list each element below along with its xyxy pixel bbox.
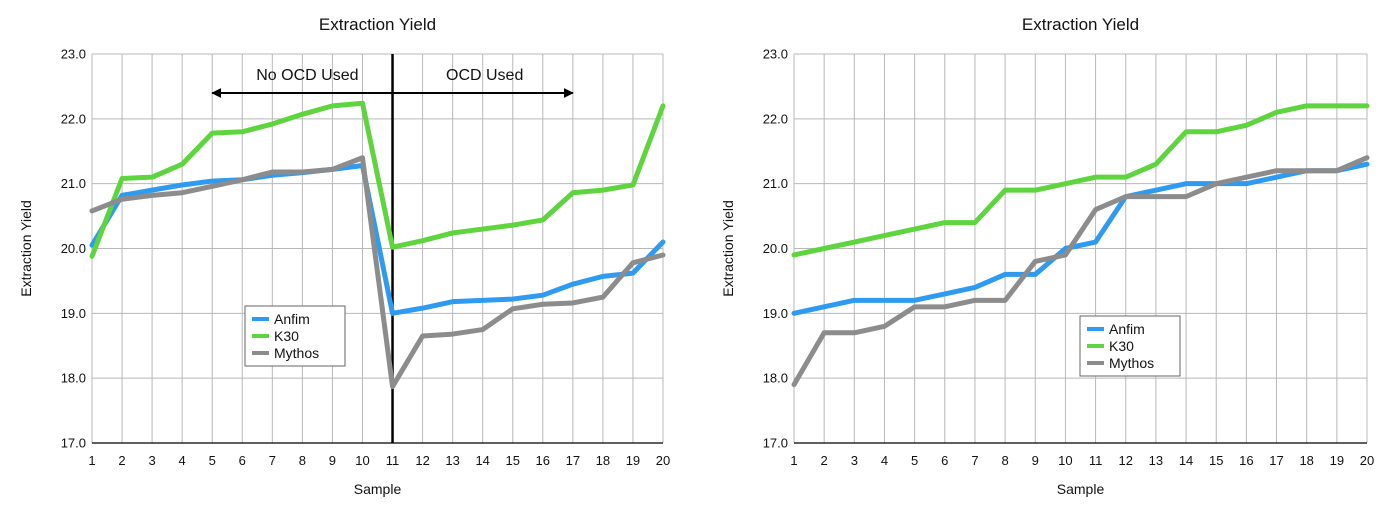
x-tick-label: 12 xyxy=(415,453,429,468)
x-tick-label: 8 xyxy=(1001,453,1008,468)
x-tick-label: 13 xyxy=(445,453,459,468)
x-tick-label: 10 xyxy=(1058,453,1072,468)
x-tick-label: 7 xyxy=(971,453,978,468)
y-tick-label: 18.0 xyxy=(61,371,86,386)
y-tick-label: 18.0 xyxy=(763,371,788,386)
x-tick-label: 4 xyxy=(179,453,186,468)
no-ocd-label: No OCD Used xyxy=(256,67,358,84)
x-tick-label: 14 xyxy=(1179,453,1193,468)
series-line-anfim xyxy=(89,163,666,316)
y-tick-label: 20.0 xyxy=(763,241,788,256)
legend-label: K30 xyxy=(274,328,299,344)
y-axis-label: Extraction Yield xyxy=(18,200,34,297)
x-tick-label: 19 xyxy=(1330,453,1344,468)
x-tick-label: 11 xyxy=(1089,453,1103,468)
y-tick-label: 17.0 xyxy=(763,436,788,451)
x-axis-label: Sample xyxy=(1057,481,1105,497)
x-tick-label: 13 xyxy=(1149,453,1163,468)
chart-title: Extraction Yield xyxy=(319,15,436,34)
x-tick-label: 1 xyxy=(88,453,95,468)
legend-label: K30 xyxy=(1109,338,1134,354)
x-tick-label: 6 xyxy=(239,453,246,468)
series-line-k30 xyxy=(791,103,1370,258)
series-line-mythos xyxy=(791,155,1370,388)
legend-label: Mythos xyxy=(1109,355,1154,371)
x-tick-label: 8 xyxy=(299,453,306,468)
x-tick-label: 3 xyxy=(851,453,858,468)
series-line-mythos xyxy=(89,155,666,390)
y-tick-labels: 17.0 18.0 19.0 20.0 21.0 22.0 23.0 xyxy=(61,47,86,451)
x-tick-label: 5 xyxy=(209,453,216,468)
x-tick-label: 20 xyxy=(656,453,670,468)
y-tick-label: 23.0 xyxy=(61,47,86,62)
x-tick-label: 14 xyxy=(475,453,489,468)
legend-label: Anfim xyxy=(1109,321,1145,337)
x-tick-label: 2 xyxy=(821,453,828,468)
x-tick-label: 20 xyxy=(1360,453,1374,468)
x-tick-label: 7 xyxy=(269,453,276,468)
chart-1: 17.018.019.020.021.022.023.01 2 3 4 5 6 7 8 9 10 1… xyxy=(18,15,670,497)
series-line-k30 xyxy=(89,100,666,259)
chart-2: 17.018.019.020.021.022.023.01 2 3 4 5 6 7 8 9 10 1… xyxy=(720,15,1374,497)
x-tick-label: 11 xyxy=(386,453,400,468)
x-tick-label: 16 xyxy=(1239,453,1253,468)
series-lines xyxy=(89,100,666,390)
y-tick-label: 21.0 xyxy=(61,176,86,191)
y-tick-label: 22.0 xyxy=(61,111,86,126)
x-tick-label: 5 xyxy=(911,453,918,468)
x-tick-label: 3 xyxy=(148,453,155,468)
x-tick-label: 15 xyxy=(1209,453,1223,468)
x-axis-label: Sample xyxy=(354,481,402,497)
x-tick-label: 18 xyxy=(596,453,610,468)
x-tick-label: 12 xyxy=(1119,453,1133,468)
x-tick-label: 2 xyxy=(118,453,125,468)
x-tick-label: 10 xyxy=(355,453,369,468)
ocd-used-label: OCD Used xyxy=(446,67,523,84)
x-tick-label: 17 xyxy=(566,453,580,468)
y-tick-label: 19.0 xyxy=(763,306,788,321)
x-tick-label: 4 xyxy=(881,453,888,468)
series-line-anfim xyxy=(791,161,1370,316)
x-tick-labels: 1 2 3 4 5 6 7 8 9 10 11 12 13 14 15 16 17 18 19 20 xyxy=(790,453,1374,468)
x-tick-label: 9 xyxy=(1032,453,1039,468)
x-tick-label: 1 xyxy=(790,453,797,468)
x-tick-label: 15 xyxy=(506,453,520,468)
y-tick-label: 21.0 xyxy=(763,176,788,191)
legend-label: Mythos xyxy=(274,345,319,361)
x-tick-label: 17 xyxy=(1269,453,1283,468)
x-tick-labels: 1 2 3 4 5 6 7 8 9 10 11 12 13 14 15 16 17 18 19 20 xyxy=(88,453,670,468)
y-tick-labels: 17.0 18.0 19.0 20.0 21.0 22.0 23.0 xyxy=(763,47,788,451)
y-tick-label: 23.0 xyxy=(763,47,788,62)
y-tick-label: 20.0 xyxy=(61,241,86,256)
x-tick-label: 6 xyxy=(941,453,948,468)
x-tick-label: 16 xyxy=(536,453,550,468)
x-tick-label: 18 xyxy=(1299,453,1313,468)
series-lines xyxy=(791,103,1370,388)
y-tick-label: 19.0 xyxy=(61,306,86,321)
y-axis-label: Extraction Yield xyxy=(720,200,736,297)
chart-title: Extraction Yield xyxy=(1022,15,1139,34)
y-tick-label: 17.0 xyxy=(61,436,86,451)
x-tick-label: 9 xyxy=(329,453,336,468)
legend-label: Anfim xyxy=(274,311,310,327)
y-tick-label: 22.0 xyxy=(763,111,788,126)
x-tick-label: 19 xyxy=(626,453,640,468)
